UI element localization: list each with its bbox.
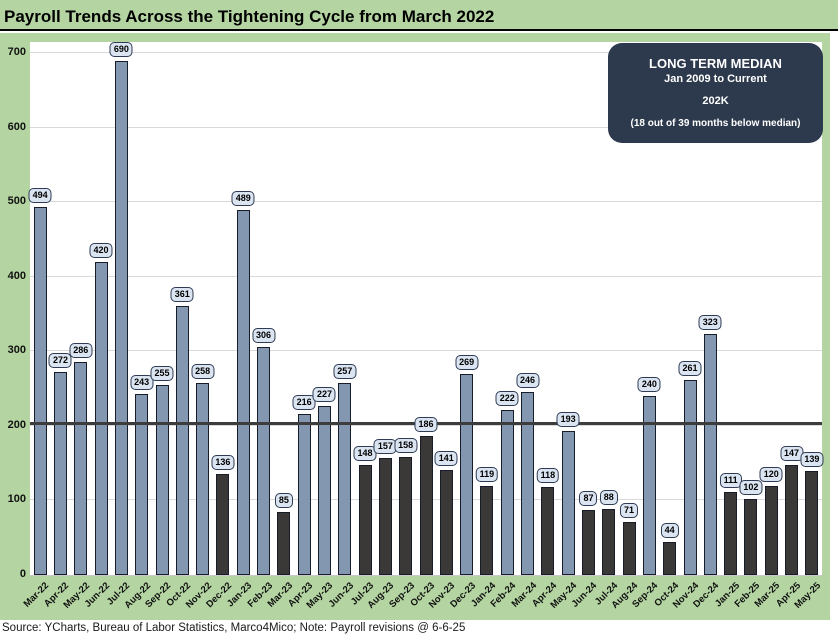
legend-title: LONG TERM MEDIAN: [649, 56, 782, 71]
bar-value-label: 489: [231, 191, 255, 207]
legend-subtitle: Jan 2009 to Current: [664, 73, 767, 85]
bar: [74, 361, 88, 575]
bar-value-label: 286: [69, 342, 93, 358]
bar: [642, 396, 656, 575]
bar: [500, 409, 514, 575]
bar-value-label: 494: [28, 187, 52, 203]
bar: [460, 374, 474, 575]
bar-value-label: 258: [191, 363, 215, 379]
bar-value-label: 44: [660, 523, 679, 539]
median-legend-box: LONG TERM MEDIAN Jan 2009 to Current 202…: [608, 43, 823, 143]
bar-value-label: 255: [150, 365, 174, 381]
bar-value-label: 323: [698, 315, 722, 331]
bar: [53, 372, 67, 575]
bar: [419, 436, 433, 575]
bar: [216, 473, 230, 575]
bar: [683, 380, 697, 575]
bar-value-label: 141: [434, 450, 458, 466]
bar-value-label: 193: [556, 412, 580, 428]
bar-value-label: 257: [333, 364, 357, 380]
bar: [703, 334, 717, 575]
bar-value-label: 139: [800, 452, 824, 468]
bar-value-label: 240: [637, 377, 661, 393]
bar-value-label: 306: [252, 327, 276, 343]
bar-value-label: 111: [719, 473, 742, 489]
gridline: [30, 201, 822, 203]
bar-value-label: 85: [274, 492, 293, 508]
bar: [399, 457, 413, 575]
bar-value-label: 186: [414, 417, 438, 433]
bar: [236, 210, 250, 575]
bar-value-label: 148: [353, 445, 377, 461]
bar: [94, 261, 108, 575]
bar: [317, 405, 331, 575]
bar: [135, 393, 149, 575]
bar: [378, 457, 392, 575]
bar: [439, 469, 453, 575]
bar-value-label: 690: [109, 41, 133, 57]
bar: [297, 413, 311, 575]
legend-note: (18 out of 39 months below median): [630, 118, 801, 129]
bar: [622, 522, 636, 575]
bar: [521, 391, 535, 575]
bar-value-label: 136: [211, 454, 235, 470]
bar: [744, 498, 758, 575]
bar-value-label: 71: [620, 503, 639, 519]
bar-value-label: 227: [312, 386, 336, 402]
bar-value-label: 420: [89, 242, 113, 258]
bar: [581, 510, 595, 575]
bar-value-label: 118: [536, 468, 560, 484]
bar: [114, 60, 128, 575]
bar-value-label: 102: [739, 479, 763, 495]
bar: [663, 542, 677, 575]
y-tick-label: 500: [7, 195, 26, 208]
bar-value-label: 246: [516, 372, 540, 388]
bar-value-label: 87: [579, 491, 598, 507]
bar: [724, 492, 738, 575]
gridline: [30, 52, 822, 54]
source-note: Source: YCharts, Bureau of Labor Statist…: [2, 622, 466, 634]
bar-value-label: 119: [475, 467, 499, 483]
y-tick-label: 300: [7, 344, 26, 357]
y-tick-label: 0: [19, 568, 26, 580]
bar: [358, 464, 372, 575]
bar: [805, 471, 819, 575]
gridline: [30, 350, 822, 352]
bar: [196, 382, 210, 575]
bar: [155, 384, 169, 575]
bar: [541, 487, 555, 575]
bar-value-label: 272: [48, 353, 72, 369]
bar-value-label: 120: [759, 466, 783, 482]
bar-value-label: 216: [292, 394, 316, 410]
bar: [277, 511, 291, 575]
bar-value-label: 88: [599, 490, 618, 506]
bar-value-label: 243: [130, 374, 154, 390]
bar: [480, 486, 494, 575]
y-tick-label: 200: [7, 418, 26, 431]
bar-value-label: 269: [455, 355, 479, 371]
bar: [602, 509, 616, 575]
bar-value-label: 261: [678, 361, 702, 377]
legend-median-value: 202K: [702, 95, 729, 107]
gridline: [30, 126, 822, 128]
bar-value-label: 158: [394, 438, 418, 454]
y-tick-label: 100: [7, 493, 26, 506]
chart-title: Payroll Trends Across the Tightening Cyc…: [4, 7, 495, 27]
y-tick-label: 400: [7, 269, 26, 282]
y-tick-label: 700: [7, 46, 26, 59]
bar: [257, 346, 271, 575]
chart-title-bar: Payroll Trends Across the Tightening Cyc…: [0, 0, 838, 31]
bar-value-label: 361: [170, 286, 194, 302]
bar: [338, 383, 352, 575]
bar: [764, 485, 778, 575]
bar-value-label: 222: [495, 390, 519, 406]
gridline: [30, 275, 822, 277]
y-tick-label: 600: [7, 120, 26, 133]
bar: [175, 305, 189, 575]
bar: [33, 206, 47, 575]
chart-area: 494 272 286 420 690 243 255 361 258 136 489 306 85 21…: [0, 33, 830, 620]
bar: [785, 465, 799, 575]
bar: [561, 431, 575, 575]
